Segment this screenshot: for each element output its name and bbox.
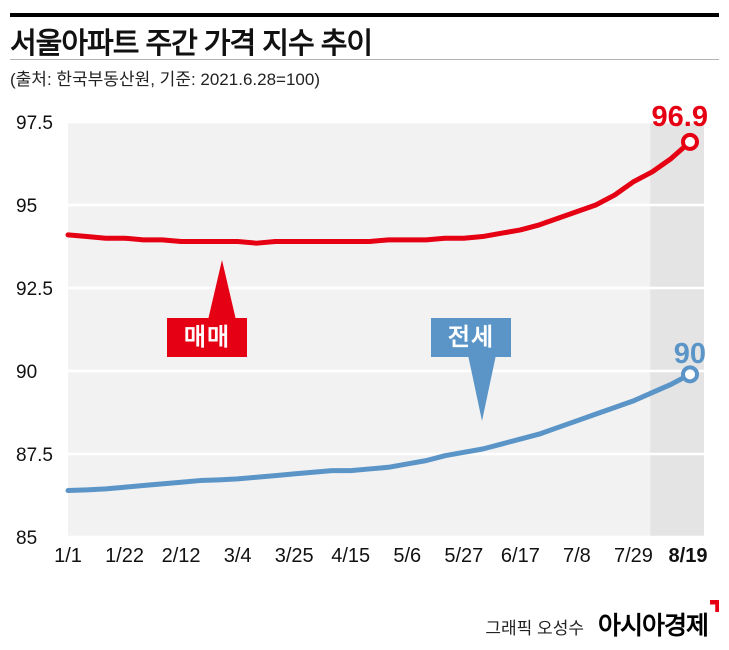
- publisher-logo-text: 아시아경제: [597, 612, 709, 640]
- x-tick-label: 8/19: [669, 545, 708, 567]
- publisher-logo: 아시아경제: [597, 600, 719, 642]
- plot-panel: [68, 122, 704, 537]
- x-tick-label: 1/22: [105, 545, 144, 567]
- jeonse-callout-label: 전세: [431, 318, 511, 357]
- x-tick-label: 6/17: [501, 545, 540, 567]
- x-tick-label: 4/15: [331, 545, 370, 567]
- x-tick-label: 5/6: [393, 545, 421, 567]
- x-tick-label: 5/27: [444, 545, 483, 567]
- sale-callout-pointer: [208, 260, 236, 320]
- sale-end-value: 96.9: [651, 101, 708, 133]
- jeonse-callout-pointer: [468, 355, 496, 421]
- x-tick-label: 3/4: [224, 545, 252, 567]
- sale-line: [65, 139, 693, 246]
- jeonse-end-value: 90: [673, 338, 706, 370]
- highlight-band: [650, 122, 704, 537]
- sale-callout-label: 매매: [167, 318, 247, 357]
- top-rule: [10, 13, 719, 17]
- y-tick-label: 87.5: [16, 445, 53, 466]
- y-tick-label: 92.5: [16, 279, 53, 300]
- source-note: (출처: 한국부동산원, 기준: 2021.6.28=100): [10, 70, 320, 89]
- x-tick-label: 3/25: [275, 545, 314, 567]
- x-tick-label: 7/29: [614, 545, 653, 567]
- y-tick-label: 85: [16, 528, 37, 549]
- x-tick-label: 2/12: [162, 545, 201, 567]
- chart-canvas: 97.5 95 92.5 90 87.5 85 1/1 1/22 2/12 3/4 3/25 4/15…: [16, 113, 708, 567]
- jeonse-end-marker: [681, 365, 699, 384]
- y-tick-label: 97.5: [16, 113, 53, 134]
- publisher-logo-mark-icon: [710, 600, 719, 612]
- line-chart: 97.5 95 92.5 90 87.5 85 1/1 1/22 2/12 3/4 3/25 4/15…: [0, 100, 729, 580]
- page-title: 서울아파트 주간 가격 지수 추이: [10, 28, 373, 60]
- y-tick-label: 95: [16, 196, 37, 217]
- sale-end-marker: [681, 132, 699, 151]
- x-tick-label: 7/8: [563, 545, 591, 567]
- graphic-credit: 그래픽 오성수: [485, 619, 584, 638]
- jeonse-line: [65, 371, 693, 494]
- footer: 그래픽 오성수 아시아경제: [485, 600, 719, 642]
- y-tick-label: 90: [16, 362, 37, 383]
- x-tick-label: 1/1: [54, 545, 82, 567]
- title-divider: [10, 59, 719, 60]
